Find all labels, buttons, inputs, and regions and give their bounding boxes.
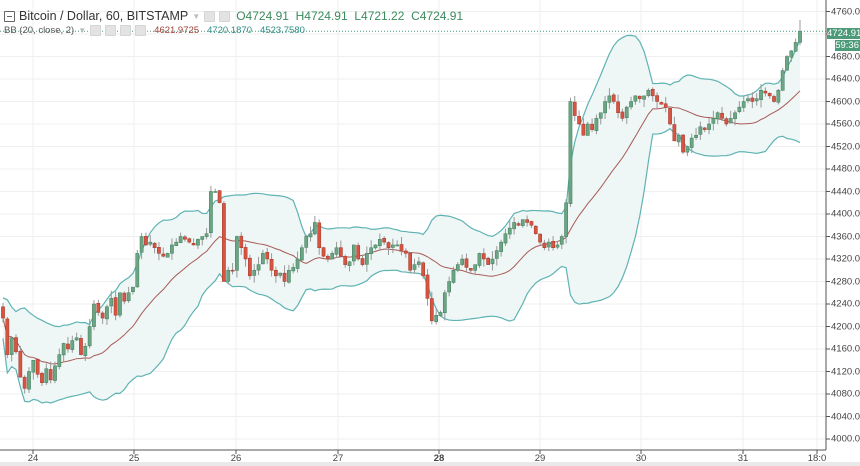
- price-tick-label: 4240.00: [831, 298, 860, 310]
- price-tick-label: 4360.00: [831, 231, 860, 242]
- collapse-legend-icon[interactable]: [4, 10, 15, 22]
- price-tick-label: 4120.00: [831, 366, 860, 377]
- indicator-name[interactable]: BB (20, close, 2): [4, 25, 75, 36]
- price-tick-label: 4680.00: [831, 51, 860, 62]
- indicator-chevron-down-icon[interactable]: ▼: [78, 26, 87, 35]
- time-tick-label: 18:0: [807, 453, 827, 464]
- price-tick-label: 4520.00: [831, 141, 860, 152]
- time-tick-label: 27: [332, 453, 344, 464]
- symbol-title[interactable]: Bitcoin / Dollar, 60, BITSTAMP: [19, 9, 189, 23]
- countdown-tag: 59:36: [835, 40, 860, 51]
- indicator-gear-icon[interactable]: [105, 25, 117, 36]
- price-tick-label: 4320.00: [831, 253, 860, 265]
- price-tick-label: 4160.00: [831, 343, 860, 355]
- price-tick-label: 4080.00: [831, 388, 860, 400]
- price-tick-label: 4600.00: [831, 96, 860, 107]
- price-tick-label: 4440.00: [831, 186, 860, 197]
- time-tick-label: 24: [27, 453, 39, 464]
- bb-lower-value: 4523.7580: [260, 25, 305, 36]
- time-tick-label: 28: [433, 453, 445, 464]
- open-value: 4724.91: [245, 9, 289, 23]
- time-tick-label: 26: [230, 453, 242, 464]
- low-value: 4721.22: [361, 9, 405, 23]
- bb-basis-value: 4621.9725: [154, 25, 200, 36]
- chart-legend: Bitcoin / Dollar, 60, BITSTAMP ▼ O4724.9…: [4, 8, 463, 36]
- close-value: 4724.91: [419, 9, 464, 23]
- price-tick-label: 4760.00: [831, 6, 860, 17]
- settings-gear-icon[interactable]: [219, 10, 231, 22]
- bb-upper-value: 4720.1870: [207, 25, 252, 36]
- indicator-eye-icon[interactable]: [90, 25, 102, 36]
- ohlc-values: O4724.91 H4724.91 L4721.22 C4724.91: [236, 9, 464, 23]
- high-value: 4724.91: [304, 9, 348, 23]
- visibility-eye-icon[interactable]: [204, 10, 216, 22]
- price-tick-label: 4640.00: [831, 73, 860, 85]
- price-tick-label: 4560.00: [831, 118, 860, 130]
- price-tick-label: 4480.00: [831, 163, 860, 175]
- bottom-toolbar-strip: [0, 462, 860, 466]
- price-tick-label: 4040.00: [831, 411, 860, 422]
- time-tick-label: 29: [534, 453, 546, 464]
- price-tick-label: 4280.00: [831, 276, 860, 287]
- indicator-more-icon[interactable]: [120, 25, 132, 36]
- price-tick-label: 4200.00: [831, 321, 860, 332]
- price-tick-label: 4400.00: [831, 208, 860, 220]
- indicator-close-icon[interactable]: [135, 25, 147, 36]
- time-tick-label: 31: [737, 453, 749, 464]
- last-price-tag: 4724.91: [827, 28, 860, 39]
- price-tick-label: 4000.00: [831, 433, 860, 445]
- chevron-down-icon[interactable]: ▼: [192, 11, 201, 21]
- time-tick-label: 25: [128, 453, 140, 464]
- time-tick-label: 30: [635, 453, 647, 464]
